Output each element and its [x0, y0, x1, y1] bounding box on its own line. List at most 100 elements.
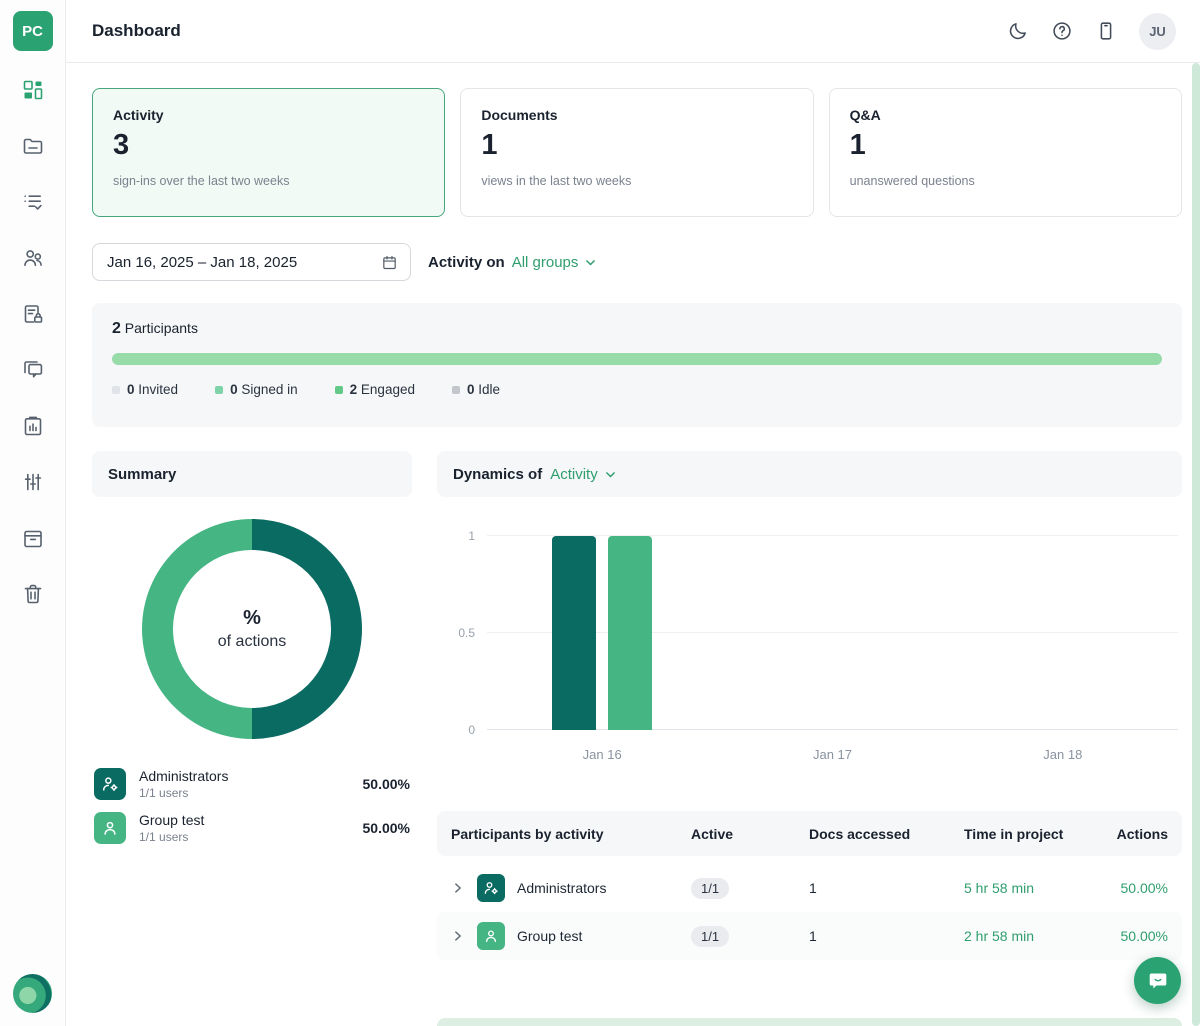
sidebar-item-tasks[interactable] [13, 185, 53, 224]
page-title: Dashboard [92, 21, 181, 40]
gridline [487, 535, 1178, 536]
bar-group-test[interactable] [608, 536, 653, 730]
column-header-docs-accessed: Docs accessed [809, 825, 911, 842]
sidebar-item-dashboard[interactable] [13, 73, 53, 112]
chevron-down-icon [586, 259, 596, 265]
legend-item-idle: 0 Idle [451, 382, 500, 397]
trash-icon [21, 582, 45, 611]
dashboard-columns: Summary % of actions Administrators 1/1 u… [92, 451, 1182, 1026]
legend-swatch [112, 385, 120, 394]
help-button[interactable] [1051, 20, 1073, 42]
stat-card-description: unanswered questions [849, 174, 975, 188]
stat-card-activity[interactable]: Activity 3 sign-ins over the last two week… [92, 88, 446, 217]
group-filter-dropdown[interactable]: All groups [512, 254, 598, 271]
activity-on-filter: Activity on All groups [428, 254, 597, 271]
gridline [487, 729, 1178, 730]
stat-card-documents[interactable]: Documents 1 views in the last two weeks [460, 88, 814, 217]
dynamics-bar-chart: 0 0.5 1 Jan 16 Jan 17 Jan 18 [437, 497, 1182, 807]
participants-progress-bar [112, 353, 1162, 365]
vertical-scrollbar[interactable] [1192, 63, 1200, 1026]
dynamics-header: Dynamics of Activity [437, 451, 1182, 497]
stat-card-value: 1 [481, 129, 498, 161]
mobile-icon [1100, 22, 1112, 40]
sidebar-item-trash[interactable] [13, 577, 53, 616]
brand-spiral-logo [13, 974, 52, 1013]
group-badge-icon [94, 768, 126, 800]
sidebar-item-documents[interactable] [13, 129, 53, 168]
sidebar-item-reports[interactable] [13, 409, 53, 448]
sidebar-item-archive[interactable] [13, 521, 53, 560]
y-axis-tick: 1 [468, 529, 475, 543]
docs-accessed-value: 1 [809, 880, 817, 896]
table-row-administrators[interactable]: Administrators 1/1 1 5 hr 58 min 50.00% [437, 864, 1182, 912]
actions-percent-value: 50.00% [1120, 880, 1168, 896]
moon-icon [1009, 23, 1026, 40]
chat-bubble-icon [1149, 973, 1166, 988]
stat-card-description: sign-ins over the last two weeks [113, 174, 290, 188]
calendar-icon [383, 255, 396, 269]
stat-card-value: 3 [113, 129, 130, 161]
participants-count: 2 Participants [112, 320, 198, 337]
table-row-group-test[interactable]: Group test 1/1 1 2 hr 58 min 50.00% [437, 912, 1182, 960]
row-group-name: Administrators [517, 880, 607, 896]
expand-row-chevron-icon[interactable] [451, 929, 465, 943]
bar-chart-x-axis: Jan 16 Jan 17 Jan 18 [487, 747, 1178, 762]
actions-donut-chart: % of actions [142, 519, 362, 739]
summary-legend: Administrators 1/1 users 50.00% Group test 1… [92, 768, 412, 844]
next-section-peek [437, 1018, 1182, 1026]
dark-mode-toggle[interactable] [1007, 20, 1029, 42]
sidebar-nav [0, 73, 65, 616]
topbar: Dashboard JU [66, 0, 1200, 63]
dynamics-section: Dynamics of Activity 0 0.5 1 Jan 16 Jan 17 J… [437, 451, 1182, 1026]
legend-item-engaged: 2 Engaged [334, 382, 415, 397]
bar-administrators[interactable] [552, 536, 597, 730]
help-icon [1053, 22, 1071, 40]
y-axis-tick: 0 [468, 723, 475, 737]
legend-item-signed-in: 0 Signed in [215, 382, 298, 397]
column-header-actions: Actions [1116, 825, 1168, 842]
sidebar-item-permissions[interactable] [13, 297, 53, 336]
x-axis-tick: Jan 18 [1043, 747, 1083, 762]
sidebar-item-qa[interactable] [13, 353, 53, 392]
table-body: Administrators 1/1 1 5 hr 58 min 50.00% Group… [437, 856, 1182, 960]
avatar[interactable]: JU [1139, 12, 1176, 50]
app-logo[interactable]: PC [12, 11, 53, 51]
stat-card-title: Q&A [849, 107, 881, 123]
archive-icon [21, 526, 45, 555]
sidebar: PC [0, 0, 66, 1026]
table-header-row: Participants by activity Active Docs acces… [437, 811, 1182, 856]
legend-swatch [334, 385, 343, 394]
dashboard-icon [21, 78, 45, 107]
participants-summary: 2 Participants 0 Invited 0 Signed in 2 Eng… [92, 303, 1182, 427]
column-header-active: Active [691, 825, 734, 842]
mobile-app-button[interactable] [1095, 20, 1117, 42]
bar-group-jan-17 [717, 536, 947, 730]
qa-icon [21, 358, 45, 387]
sidebar-item-settings[interactable] [13, 465, 53, 504]
sidebar-item-users[interactable] [13, 241, 53, 280]
chat-launcher-button[interactable] [1134, 957, 1181, 1004]
main-content: Activity 3 sign-ins over the last two week… [66, 63, 1192, 1026]
participants-legend: 0 Invited 0 Signed in 2 Engaged 0 Idle [112, 382, 1162, 397]
group-badge-icon [477, 874, 505, 902]
summary-header: Summary [92, 451, 412, 497]
stat-card-qa[interactable]: Q&A 1 unanswered questions [828, 88, 1182, 217]
summary-group-administrators: Administrators 1/1 users 50.00% [94, 768, 410, 800]
group-badge-icon [477, 922, 505, 950]
docs-accessed-value: 1 [809, 928, 817, 944]
expand-row-chevron-icon[interactable] [451, 881, 465, 895]
stat-card-title: Activity [113, 107, 164, 123]
summary-group-group-test: Group test 1/1 users 50.00% [94, 812, 410, 844]
legend-item-invited: 0 Invited [112, 382, 178, 397]
group-percent: 50.00% [362, 820, 410, 836]
column-header-time-in-project: Time in project [964, 825, 1064, 842]
date-range-picker[interactable]: Jan 16, 2025 – Jan 18, 2025 [92, 243, 411, 281]
active-count-badge: 1/1 [691, 877, 730, 899]
group-filter-value: All groups [511, 253, 579, 271]
active-count-badge: 1/1 [691, 925, 730, 947]
participants-activity-table: Participants by activity Active Docs acces… [437, 811, 1182, 960]
dynamics-metric-dropdown[interactable]: Activity [550, 466, 617, 483]
stat-card-title: Documents [481, 107, 558, 123]
tasks-icon [21, 190, 45, 219]
bar-group-jan-16 [487, 536, 717, 730]
